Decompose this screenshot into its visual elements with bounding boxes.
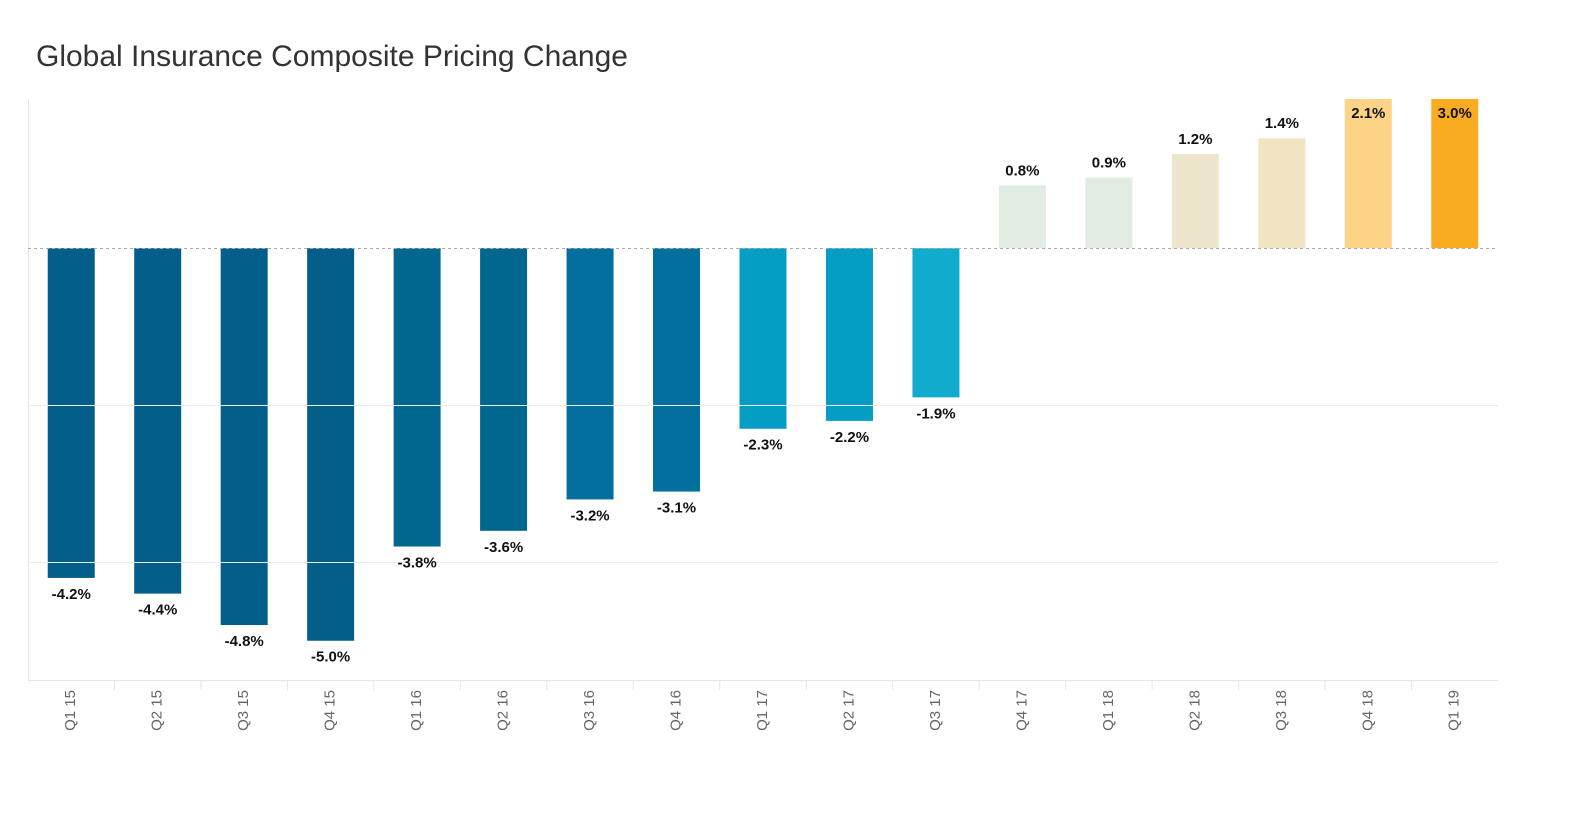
x-tick-label: Q1 15 bbox=[62, 690, 79, 731]
chart-title: Global Insurance Composite Pricing Chang… bbox=[36, 40, 628, 73]
x-tick-label: Q3 17 bbox=[927, 690, 944, 731]
value-label: -4.2% bbox=[52, 586, 91, 603]
value-label: -3.2% bbox=[570, 507, 609, 524]
value-label: 0.8% bbox=[1005, 162, 1039, 179]
x-tick-label: Q1 19 bbox=[1446, 690, 1463, 731]
value-label: -3.8% bbox=[398, 554, 437, 571]
bar bbox=[653, 248, 701, 492]
bar bbox=[1344, 99, 1392, 249]
bar bbox=[393, 248, 441, 547]
x-tick-label: Q3 15 bbox=[235, 690, 252, 731]
value-label: 3.0% bbox=[1438, 105, 1472, 122]
bar bbox=[1171, 153, 1219, 249]
value-label: 1.2% bbox=[1178, 131, 1212, 148]
bar bbox=[1258, 138, 1306, 249]
value-label: -5.0% bbox=[311, 649, 350, 666]
value-label: -4.8% bbox=[225, 633, 264, 650]
x-tick-label: Q4 18 bbox=[1359, 690, 1376, 731]
x-tick-label: Q3 16 bbox=[581, 690, 598, 731]
bar bbox=[739, 248, 787, 429]
value-label: -4.4% bbox=[138, 602, 177, 619]
x-tick-label: Q4 17 bbox=[1013, 690, 1030, 731]
x-tick-label: Q4 15 bbox=[322, 690, 339, 731]
value-label: -3.1% bbox=[657, 500, 696, 517]
x-tick-label: Q2 15 bbox=[149, 690, 166, 731]
bar bbox=[998, 185, 1046, 249]
value-label: -2.3% bbox=[743, 437, 782, 454]
bar bbox=[47, 248, 95, 578]
x-tick-label: Q2 18 bbox=[1186, 690, 1203, 731]
x-tick-label: Q3 18 bbox=[1273, 690, 1290, 731]
bar bbox=[220, 248, 268, 626]
value-label: -3.6% bbox=[484, 539, 523, 556]
x-tick-label: Q1 17 bbox=[754, 690, 771, 731]
bar bbox=[566, 248, 614, 500]
x-tick-label: Q2 16 bbox=[495, 690, 512, 731]
x-tick-label: Q1 18 bbox=[1100, 690, 1117, 731]
bar bbox=[307, 248, 355, 641]
bar bbox=[480, 248, 528, 531]
x-tick-label: Q4 16 bbox=[667, 690, 684, 731]
bar bbox=[134, 248, 182, 594]
bars bbox=[47, 99, 1479, 641]
value-label: -2.2% bbox=[830, 429, 869, 446]
value-label: -1.9% bbox=[916, 405, 955, 422]
bar bbox=[1431, 99, 1479, 249]
bar bbox=[912, 248, 960, 398]
value-label: 0.9% bbox=[1092, 154, 1126, 171]
bar bbox=[1085, 177, 1133, 249]
bar bbox=[825, 248, 873, 421]
value-label: 1.4% bbox=[1265, 115, 1299, 132]
value-label: 2.1% bbox=[1351, 105, 1385, 122]
x-tick-label: Q2 17 bbox=[840, 690, 857, 731]
x-tick-label: Q1 16 bbox=[408, 690, 425, 731]
